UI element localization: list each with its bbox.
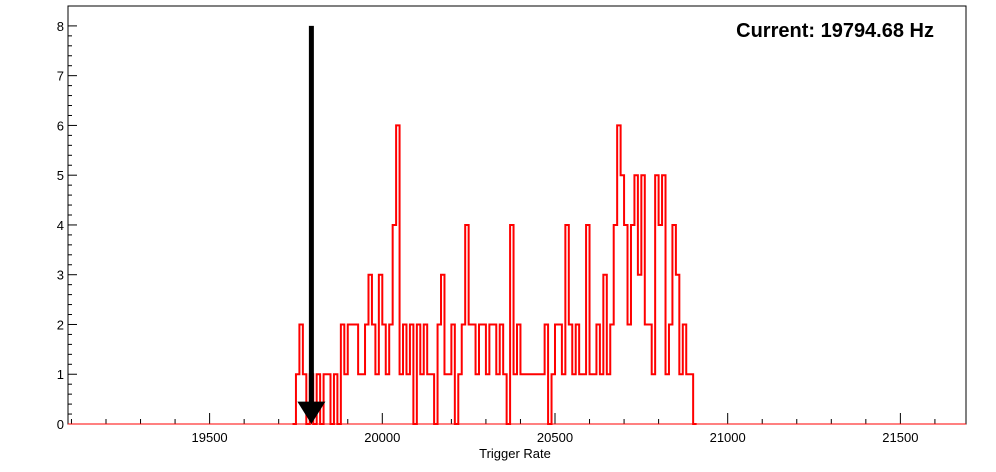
y-axis-tick-labels: 0 1 2 3 4 5 6 7 8 <box>57 19 64 432</box>
y-tick-label: 8 <box>57 19 64 34</box>
y-tick-label: 6 <box>57 118 64 133</box>
y-tick-label: 2 <box>57 317 64 332</box>
x-tick-label: 20500 <box>537 430 573 445</box>
x-axis-title: Trigger Rate <box>479 446 551 461</box>
y-tick-label: 0 <box>57 417 64 432</box>
y-tick-label: 1 <box>57 367 64 382</box>
y-tick-label: 3 <box>57 268 64 283</box>
current-rate-annotation: Current: 19794.68 Hz <box>736 20 934 42</box>
y-tick-label: 7 <box>57 69 64 84</box>
y-tick-label: 4 <box>57 218 64 233</box>
x-axis-tick-labels: 19500 20000 20500 21000 21500 <box>192 430 919 445</box>
x-tick-label: 21000 <box>710 430 746 445</box>
current-value-marker-arrowhead <box>297 401 326 424</box>
x-tick-label: 19500 <box>192 430 228 445</box>
y-tick-label: 5 <box>57 168 64 183</box>
x-tick-label: 21500 <box>882 430 918 445</box>
x-axis-ticks <box>70 413 936 424</box>
x-tick-label: 20000 <box>364 430 400 445</box>
y-axis-ticks <box>68 25 77 425</box>
histogram-series-line <box>292 124 697 425</box>
